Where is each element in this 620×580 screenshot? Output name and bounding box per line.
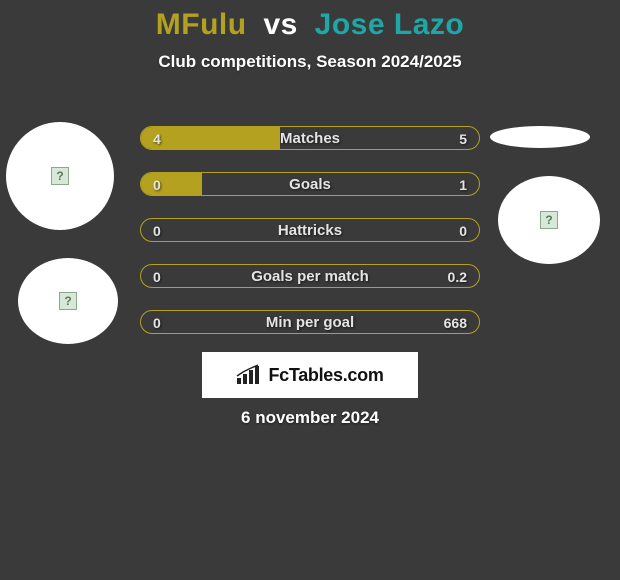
vs-separator: vs bbox=[263, 8, 297, 41]
broken-image-icon: ? bbox=[51, 167, 69, 185]
fctables-logo: FcTables.com bbox=[202, 352, 418, 398]
comparison-title: MFulu vs Jose Lazo bbox=[0, 0, 620, 42]
stat-row: 4 Matches 5 bbox=[140, 126, 480, 150]
player1-club-circle: ? bbox=[18, 258, 118, 344]
stat-value-right: 1 bbox=[459, 173, 467, 196]
stat-label: Hattricks bbox=[141, 219, 479, 242]
stat-value-right: 668 bbox=[444, 311, 467, 334]
stat-value-right: 0.2 bbox=[448, 265, 467, 288]
broken-image-icon: ? bbox=[59, 292, 77, 310]
generation-date: 6 november 2024 bbox=[0, 408, 620, 428]
stats-panel: 4 Matches 5 0 Goals 1 0 Hattricks 0 0 Go… bbox=[140, 126, 480, 356]
player2-photo-ellipse bbox=[490, 126, 590, 148]
player2-name: Jose Lazo bbox=[315, 8, 465, 41]
stat-label: Goals bbox=[141, 173, 479, 196]
stat-row: 0 Goals per match 0.2 bbox=[140, 264, 480, 288]
bar-chart-icon bbox=[236, 364, 262, 386]
subtitle-text: Club competitions, Season 2024/2025 bbox=[0, 52, 620, 72]
player1-photo-circle: ? bbox=[6, 122, 114, 230]
player1-name: MFulu bbox=[156, 8, 247, 41]
broken-image-icon: ? bbox=[540, 211, 558, 229]
logo-text: FcTables.com bbox=[268, 365, 383, 386]
stat-row: 0 Goals 1 bbox=[140, 172, 480, 196]
stat-label: Goals per match bbox=[141, 265, 479, 288]
stat-row: 0 Hattricks 0 bbox=[140, 218, 480, 242]
stat-value-right: 5 bbox=[459, 127, 467, 150]
stat-value-right: 0 bbox=[459, 219, 467, 242]
stat-label: Matches bbox=[141, 127, 479, 150]
stat-row: 0 Min per goal 668 bbox=[140, 310, 480, 334]
stat-label: Min per goal bbox=[141, 311, 479, 334]
player2-club-circle: ? bbox=[498, 176, 600, 264]
